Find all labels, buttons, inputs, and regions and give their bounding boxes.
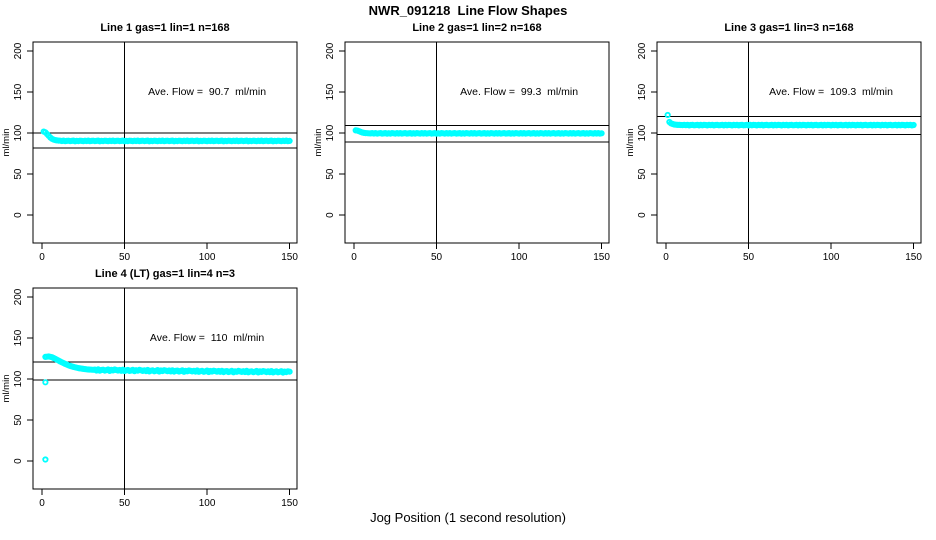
data-points <box>664 111 917 129</box>
x-tick-label: 0 <box>39 252 45 263</box>
y-tick-label: 0 <box>13 212 24 218</box>
plot-box <box>344 41 610 244</box>
data-points <box>40 128 293 145</box>
x-tick-label: 50 <box>431 252 443 263</box>
plot-box <box>32 41 298 244</box>
y-tick-label: 200 <box>637 42 648 59</box>
y-tick-label: 100 <box>325 124 336 141</box>
x-tick-label: 0 <box>39 498 45 509</box>
y-tick-label: 200 <box>325 42 336 59</box>
y-tick-label: 0 <box>325 212 336 218</box>
avg-flow-annotation: Ave. Flow = 109.3 ml/min <box>769 86 893 98</box>
panel-title: Line 1 gas=1 lin=1 n=168 <box>100 22 230 34</box>
panel-line-1: Line 1 gas=1 lin=1 n=168 0 50 100 150 0 50 100… <box>0 20 312 270</box>
avg-flow-annotation: Ave. Flow = 90.7 ml/min <box>148 86 266 98</box>
x-tick-label: 100 <box>199 252 216 263</box>
panel-title: Line 3 gas=1 lin=3 n=168 <box>724 22 854 34</box>
x-tick-label: 100 <box>199 498 216 509</box>
y-axis-title: ml/min <box>1 129 12 157</box>
plot-box <box>656 41 922 244</box>
x-tick-label: 150 <box>905 252 922 263</box>
x-tick-label: 150 <box>593 252 610 263</box>
x-tick-label: 100 <box>511 252 528 263</box>
x-tick-label: 50 <box>119 498 131 509</box>
x-tick-label: 150 <box>281 252 298 263</box>
y-tick-label: 200 <box>13 288 24 305</box>
data-points <box>42 353 293 463</box>
y-tick-label: 200 <box>13 42 24 59</box>
y-axis-title: ml/min <box>1 375 12 403</box>
y-tick-label: 150 <box>637 83 648 100</box>
y-axis-title: ml/min <box>313 129 324 157</box>
y-tick-label: 0 <box>13 458 24 464</box>
panel-line-2: Line 2 gas=1 lin=2 n=168 0 50 100 150 0 50 100… <box>312 20 624 270</box>
y-tick-label: 50 <box>637 168 648 180</box>
y-tick-label: 0 <box>637 212 648 218</box>
x-tick-label: 50 <box>743 252 755 263</box>
x-tick-label: 0 <box>663 252 669 263</box>
y-tick-label: 50 <box>325 168 336 180</box>
y-tick-label: 50 <box>13 414 24 426</box>
x-tick-label: 0 <box>351 252 357 263</box>
y-tick-label: 150 <box>13 83 24 100</box>
x-tick-label: 100 <box>823 252 840 263</box>
plot-line-2: 0 50 100 150 0 50 100 150 200 ml/min Ave. Flow = 9… <box>313 41 610 263</box>
plot-line-4: 0 50 100 150 0 50 100 150 200 ml/min Ave. Flow = 1… <box>1 287 298 509</box>
plot-box <box>32 287 298 490</box>
y-axis-title: ml/min <box>625 129 636 157</box>
y-tick-label: 50 <box>13 168 24 180</box>
figure-title: NWR_091218 Line Flow Shapes <box>368 3 568 18</box>
data-points <box>352 127 605 137</box>
y-tick-label: 100 <box>13 124 24 141</box>
avg-flow-annotation: Ave. Flow = 99.3 ml/min <box>460 86 578 98</box>
plot-line-1: 0 50 100 150 0 50 100 150 200 ml/min Ave. Flow = 9… <box>1 41 298 263</box>
x-axis-title: Jog Position (1 second resolution) <box>370 510 566 525</box>
panel-title: Line 2 gas=1 lin=2 n=168 <box>412 22 542 34</box>
y-tick-label: 100 <box>13 370 24 387</box>
panel-line-4: Line 4 (LT) gas=1 lin=4 n=3 0 50 100 150 0 50… <box>0 266 312 516</box>
avg-flow-annotation: Ave. Flow = 110 ml/min <box>150 332 264 344</box>
y-tick-label: 100 <box>637 124 648 141</box>
panel-title: Line 4 (LT) gas=1 lin=4 n=3 <box>94 268 236 280</box>
y-tick-label: 150 <box>325 83 336 100</box>
plot-line-3: 0 50 100 150 0 50 100 150 200 ml/min Ave. Flow = 1… <box>625 41 922 263</box>
panel-line-3: Line 3 gas=1 lin=3 n=168 0 50 100 150 0 50 100… <box>624 20 936 270</box>
x-tick-label: 50 <box>119 252 131 263</box>
y-tick-label: 150 <box>13 329 24 346</box>
x-tick-label: 150 <box>281 498 298 509</box>
